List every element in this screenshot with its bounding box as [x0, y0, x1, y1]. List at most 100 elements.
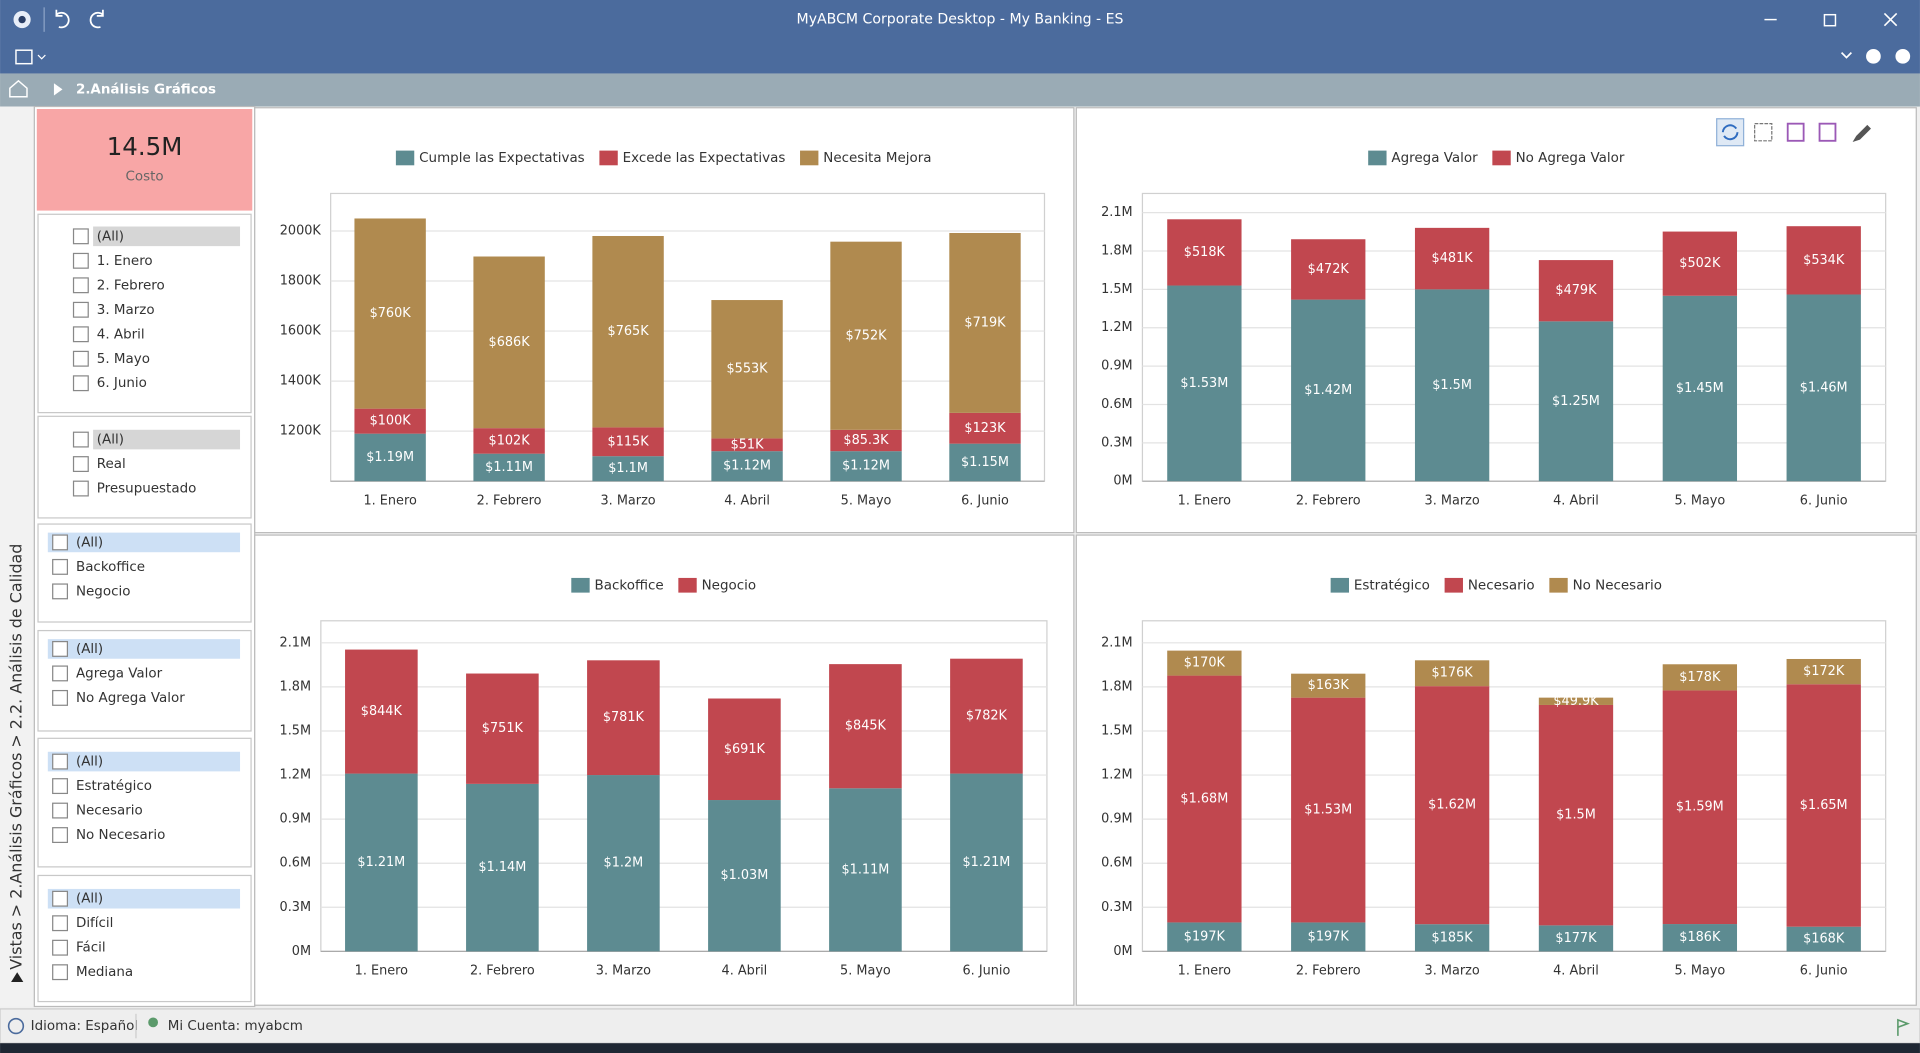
checkbox[interactable] [52, 689, 69, 706]
checkbox[interactable] [72, 375, 89, 392]
filter-option[interactable]: 2. Febrero [97, 278, 165, 293]
bar-segment [1414, 686, 1490, 925]
filter-option[interactable]: (All) [97, 229, 124, 244]
data-label: $553K [726, 362, 768, 377]
refresh-button[interactable] [1716, 118, 1745, 147]
y-tick-label: 2.1M [280, 635, 312, 650]
account-icon [148, 1017, 159, 1028]
plot-area [330, 192, 1046, 482]
bar-segment [1538, 260, 1614, 322]
bar-segment [950, 773, 1023, 952]
grid-button[interactable] [1754, 123, 1773, 142]
x-tick-label: 4. Abril [724, 493, 770, 508]
checkbox[interactable] [52, 753, 69, 770]
checkbox[interactable] [52, 778, 69, 795]
filter-option[interactable]: (All) [97, 433, 124, 448]
edit-button[interactable] [1852, 124, 1871, 143]
filter-option[interactable]: Real [97, 457, 126, 472]
checkbox[interactable] [52, 640, 69, 657]
bar-segment [473, 428, 545, 454]
data-label: $178K [1679, 670, 1721, 685]
filter-option[interactable]: No Agrega Valor [76, 691, 185, 706]
checkbox[interactable] [72, 480, 89, 497]
checkbox[interactable] [52, 915, 69, 932]
restore-button[interactable] [1823, 13, 1837, 27]
language[interactable]: Idioma: Español [31, 1019, 138, 1034]
data-label: $1.25M [1552, 394, 1600, 409]
checkbox[interactable] [72, 326, 89, 343]
checkbox[interactable] [52, 665, 69, 682]
bar-segment [354, 433, 426, 482]
checkbox[interactable] [52, 964, 69, 981]
y-tick-label: 1.8M [1101, 679, 1133, 694]
checkbox[interactable] [52, 890, 69, 907]
checkbox[interactable] [52, 558, 69, 575]
filter-option[interactable]: No Necesario [76, 828, 165, 843]
save-button[interactable] [1786, 122, 1805, 142]
data-label: $49.9K [1553, 694, 1599, 709]
filter-option[interactable]: (All) [76, 755, 103, 770]
bar-segment [830, 241, 902, 430]
filter-option[interactable]: 6. Junio [97, 376, 147, 391]
filter-option[interactable]: Backoffice [76, 560, 145, 575]
redo-button[interactable] [89, 9, 104, 29]
legend-label: Backoffice [595, 578, 664, 593]
checkbox[interactable] [52, 827, 69, 844]
checkbox[interactable] [52, 802, 69, 819]
save-as-button[interactable] [1818, 122, 1837, 142]
filter-option[interactable]: Difícil [76, 915, 113, 931]
panel-toggle[interactable] [15, 49, 33, 65]
filter-option[interactable]: 1. Enero [97, 254, 153, 269]
filter-option[interactable]: 4. Abril [97, 327, 145, 342]
filter-option[interactable]: Fácil [76, 940, 106, 956]
data-label: $765K [608, 324, 650, 339]
checkbox[interactable] [72, 431, 89, 448]
bar-segment [1538, 321, 1614, 482]
checkbox[interactable] [52, 939, 69, 956]
filter-option[interactable]: 5. Mayo [97, 352, 150, 367]
data-label: $1.14M [478, 860, 526, 875]
info-button[interactable] [1866, 48, 1881, 64]
checkbox[interactable] [72, 277, 89, 294]
filter-option[interactable]: (All) [76, 642, 103, 657]
help-button[interactable] [1895, 48, 1911, 64]
data-label: $170K [1184, 656, 1226, 671]
x-tick-label: 2. Febrero [1296, 963, 1361, 978]
data-label: $185K [1432, 930, 1474, 945]
filter-option[interactable]: (All) [76, 892, 103, 907]
bar-segment [473, 256, 545, 429]
checkbox[interactable] [52, 583, 69, 600]
x-tick-label: 1. Enero [1178, 963, 1231, 978]
checkbox[interactable] [52, 534, 69, 551]
filter-option[interactable]: Agrega Valor [76, 666, 163, 681]
checkbox[interactable] [72, 301, 89, 318]
y-tick-label: 1200K [280, 424, 322, 439]
all-highlight [47, 888, 241, 909]
filter-option[interactable]: (All) [76, 535, 103, 550]
filter-option[interactable]: Negocio [76, 584, 130, 599]
data-label: $197K [1184, 929, 1226, 944]
legend-swatch [395, 150, 415, 166]
home-button[interactable] [9, 79, 28, 98]
filter-option[interactable]: Presupuestado [97, 482, 197, 497]
data-label: $1.03M [720, 868, 768, 883]
checkbox[interactable] [72, 252, 89, 269]
filter-option[interactable]: Necesario [76, 804, 143, 819]
legend-label: No Agrega Valor [1516, 151, 1625, 166]
undo-button[interactable] [55, 9, 70, 29]
filter-option[interactable]: Estratégico [76, 778, 152, 794]
data-label: $172K [1803, 664, 1845, 679]
account[interactable]: Mi Cuenta: myabcm [168, 1019, 303, 1034]
checkbox[interactable] [72, 456, 89, 473]
data-label: $176K [1432, 666, 1474, 681]
bar-segment [592, 427, 664, 457]
y-tick-label: 0.3M [1101, 435, 1133, 450]
checkbox[interactable] [72, 228, 89, 245]
side-expand[interactable] [11, 972, 24, 982]
close-button[interactable] [1883, 12, 1898, 27]
filter-option[interactable]: Mediana [76, 965, 133, 980]
x-tick-label: 2. Febrero [477, 493, 542, 508]
filter-option[interactable]: 3. Marzo [97, 303, 155, 318]
checkbox[interactable] [72, 350, 89, 367]
collapse-button[interactable] [1840, 52, 1852, 59]
